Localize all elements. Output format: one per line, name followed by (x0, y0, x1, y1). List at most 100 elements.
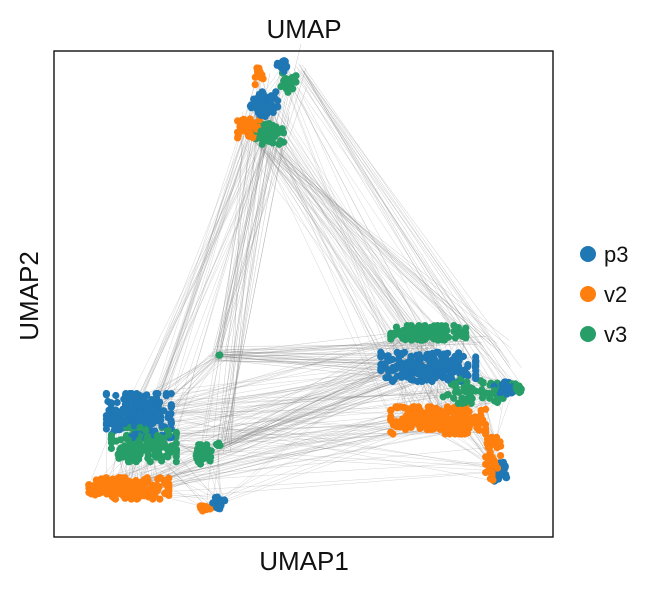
data-point-v2 (468, 415, 476, 423)
data-point-v2 (251, 81, 259, 89)
data-point-v3 (513, 386, 521, 394)
graph-edge (125, 331, 423, 423)
data-point-p3 (167, 416, 175, 424)
data-point-p3 (503, 474, 511, 482)
data-point-p3 (113, 398, 121, 407)
graph-edge (132, 127, 248, 418)
data-point-v2 (249, 134, 257, 142)
data-point-v3 (214, 441, 222, 449)
data-point-v2 (135, 487, 143, 495)
data-point-v2 (397, 417, 406, 425)
data-point-v3 (472, 387, 480, 395)
graph-edge (171, 391, 466, 407)
data-point-p3 (261, 109, 269, 117)
data-point-v2 (475, 426, 483, 434)
graph-edge (219, 340, 470, 356)
data-point-v3 (278, 125, 286, 133)
data-point-p3 (254, 94, 262, 102)
data-point-v2 (415, 403, 423, 411)
graph-edge (303, 70, 511, 369)
graph-edge (219, 133, 278, 355)
graph-edge (157, 367, 418, 436)
graph-edge (294, 74, 511, 387)
graph-edge (279, 153, 492, 346)
data-point-v2 (85, 481, 93, 489)
graph-edge (223, 340, 442, 447)
graph-edge (128, 371, 429, 490)
graph-edge (286, 67, 450, 364)
graph-edge (278, 152, 491, 342)
data-point-v2 (407, 420, 415, 428)
data-point-p3 (450, 358, 458, 366)
data-point-p3 (407, 352, 415, 360)
legend-item-v3: v3 (580, 322, 627, 347)
graph-edge (218, 331, 402, 355)
data-point-v3 (168, 442, 176, 450)
graph-edge (218, 340, 473, 351)
graph-edge (136, 442, 225, 501)
data-point-p3 (280, 67, 288, 75)
graph-edge (126, 391, 456, 408)
data-point-v3 (430, 328, 438, 337)
graph-edge (105, 366, 468, 486)
data-point-p3 (268, 95, 276, 103)
data-point-v2 (387, 407, 395, 415)
data-point-p3 (397, 362, 405, 370)
graph-edge (123, 388, 504, 491)
graph-edge (132, 128, 265, 418)
x-axis-label: UMAP1 (259, 546, 349, 576)
data-point-p3 (418, 377, 426, 386)
graph-edge (222, 125, 265, 440)
graph-edge (136, 71, 259, 500)
graph-edge (217, 121, 252, 443)
graph-edge (206, 127, 245, 507)
data-point-v2 (414, 412, 422, 420)
data-point-v3 (172, 452, 180, 460)
graph-edge (273, 141, 484, 348)
data-point-v2 (122, 490, 130, 498)
data-point-v2 (491, 461, 499, 469)
data-point-v3 (451, 334, 459, 342)
graph-edge (216, 125, 274, 444)
graph-edge (131, 138, 257, 410)
graph-edge (129, 327, 431, 421)
graph-edge (117, 329, 417, 488)
chart-title: UMAP (266, 14, 341, 44)
graph-edge (265, 139, 462, 382)
data-point-p3 (274, 97, 282, 105)
data-point-v3 (193, 449, 201, 457)
data-point-v2 (234, 117, 242, 125)
data-point-v2 (120, 478, 128, 487)
data-point-p3 (167, 403, 175, 411)
graph-edge (144, 386, 500, 415)
graph-edge (149, 98, 273, 410)
data-point-p3 (209, 499, 217, 507)
data-point-p3 (464, 361, 472, 369)
graph-edge (267, 107, 432, 337)
graph-edge (219, 419, 452, 505)
data-point-v3 (465, 387, 473, 395)
data-point-v3 (450, 327, 458, 335)
data-point-v2 (497, 452, 505, 460)
graph-edge (262, 67, 282, 94)
data-point-v3 (444, 391, 452, 399)
data-point-p3 (274, 102, 282, 111)
graph-edge (123, 381, 418, 489)
graph-edge (241, 122, 436, 364)
data-point-p3 (129, 406, 137, 414)
data-point-v2 (400, 404, 409, 412)
graph-edge (201, 453, 499, 472)
data-point-p3 (398, 349, 406, 357)
data-point-v2 (111, 481, 119, 489)
graph-edge (271, 141, 411, 329)
graph-edge (262, 153, 490, 381)
graph-edge (219, 345, 406, 357)
graph-edge (216, 344, 477, 347)
graph-edge (140, 328, 411, 415)
graph-edge (125, 470, 499, 495)
graph-edge (216, 342, 482, 360)
graph-edge (297, 69, 505, 390)
graph-edge (127, 419, 422, 486)
graph-edge (260, 115, 490, 394)
